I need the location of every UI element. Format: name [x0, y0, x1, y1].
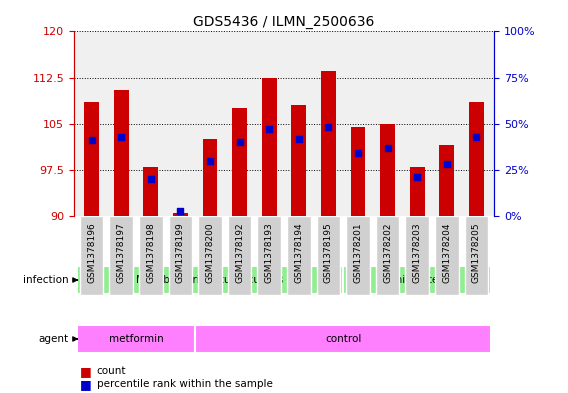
Point	[324, 124, 333, 130]
Point	[353, 150, 362, 156]
FancyBboxPatch shape	[169, 216, 192, 295]
Point	[472, 134, 481, 140]
FancyBboxPatch shape	[346, 216, 370, 295]
Text: agent: agent	[38, 334, 68, 344]
Bar	[380, 124, 395, 216]
Text: GSM1378198: GSM1378198	[147, 222, 155, 283]
Point	[294, 136, 303, 142]
Text: GSM1378197: GSM1378197	[116, 222, 126, 283]
FancyBboxPatch shape	[139, 216, 162, 295]
Point	[235, 139, 244, 145]
Bar	[262, 77, 277, 216]
Text: count: count	[97, 366, 126, 376]
Text: GSM1378194: GSM1378194	[294, 222, 303, 283]
Text: uninfected: uninfected	[389, 275, 445, 285]
Point	[442, 161, 452, 167]
Bar	[114, 90, 128, 216]
FancyBboxPatch shape	[316, 216, 340, 295]
Bar	[195, 325, 491, 353]
Text: GSM1378203: GSM1378203	[413, 222, 421, 283]
Text: Mycobacterium tuberculosis: Mycobacterium tuberculosis	[136, 275, 283, 285]
Point	[413, 174, 422, 180]
FancyBboxPatch shape	[198, 216, 222, 295]
FancyBboxPatch shape	[406, 216, 429, 295]
Point	[116, 134, 126, 140]
Bar	[77, 266, 343, 294]
Point	[265, 126, 274, 132]
Text: GSM1378199: GSM1378199	[176, 222, 185, 283]
Text: GSM1378192: GSM1378192	[235, 222, 244, 283]
Text: control: control	[325, 334, 361, 344]
Bar	[143, 167, 158, 216]
Point	[206, 158, 215, 164]
Text: GSM1378195: GSM1378195	[324, 222, 333, 283]
Text: GSM1378201: GSM1378201	[353, 222, 362, 283]
Point	[146, 176, 155, 182]
Point	[383, 145, 392, 151]
FancyBboxPatch shape	[228, 216, 252, 295]
Bar	[291, 105, 306, 216]
Text: ■: ■	[80, 365, 91, 378]
Bar	[84, 102, 99, 216]
Bar	[173, 213, 188, 216]
Text: GSM1378205: GSM1378205	[472, 222, 481, 283]
Point	[87, 137, 96, 143]
Text: GSM1378193: GSM1378193	[265, 222, 274, 283]
Bar	[77, 325, 195, 353]
FancyBboxPatch shape	[80, 216, 103, 295]
FancyBboxPatch shape	[287, 216, 311, 295]
Bar	[232, 108, 247, 216]
Text: metformin: metformin	[108, 334, 164, 344]
Text: GSM1378204: GSM1378204	[442, 222, 452, 283]
FancyBboxPatch shape	[257, 216, 281, 295]
Text: infection: infection	[23, 275, 68, 285]
Text: ■: ■	[80, 378, 91, 391]
Bar	[343, 266, 491, 294]
Bar	[321, 72, 336, 216]
Bar	[440, 145, 454, 216]
Bar	[203, 139, 218, 216]
Text: GSM1378200: GSM1378200	[206, 222, 215, 283]
Bar	[350, 127, 365, 216]
Bar	[410, 167, 425, 216]
FancyBboxPatch shape	[376, 216, 399, 295]
Point	[176, 208, 185, 214]
Title: GDS5436 / ILMN_2500636: GDS5436 / ILMN_2500636	[193, 15, 375, 29]
Bar	[469, 102, 484, 216]
FancyBboxPatch shape	[435, 216, 458, 295]
FancyBboxPatch shape	[465, 216, 488, 295]
Text: GSM1378202: GSM1378202	[383, 222, 392, 283]
FancyBboxPatch shape	[110, 216, 133, 295]
Text: GSM1378196: GSM1378196	[87, 222, 96, 283]
Text: percentile rank within the sample: percentile rank within the sample	[97, 379, 273, 389]
